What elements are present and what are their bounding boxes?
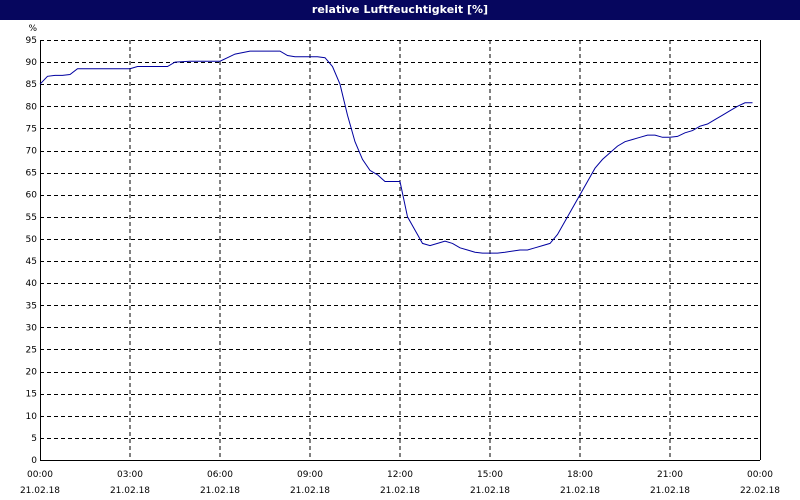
y-tick-label: 40 bbox=[26, 279, 38, 289]
chart-title-bar: relative Luftfeuchtigkeit [%] bbox=[0, 0, 800, 20]
y-tick-label: 25 bbox=[26, 345, 37, 355]
x-tick-date-label: 21.02.18 bbox=[20, 486, 60, 496]
chart-title: relative Luftfeuchtigkeit [%] bbox=[311, 3, 489, 16]
y-tick-label: 45 bbox=[26, 257, 37, 267]
x-tick-time-label: 15:00 bbox=[477, 470, 503, 480]
y-tick-label: 90 bbox=[26, 58, 38, 68]
y-tick-label: 55 bbox=[26, 213, 37, 223]
y-tick-label: 30 bbox=[26, 323, 38, 333]
x-tick-date-label: 21.02.18 bbox=[650, 486, 690, 496]
x-tick-time-label: 00:00 bbox=[747, 470, 773, 480]
x-tick-date-label: 21.02.18 bbox=[560, 486, 600, 496]
y-axis-unit-label: % bbox=[28, 24, 37, 34]
x-tick-date-label: 21.02.18 bbox=[380, 486, 420, 496]
y-tick-label: 80 bbox=[26, 102, 38, 112]
x-tick-time-label: 06:00 bbox=[207, 470, 233, 480]
x-tick-date-label: 21.02.18 bbox=[290, 486, 330, 496]
y-tick-label: 65 bbox=[26, 169, 37, 179]
humidity-series-line bbox=[39, 50, 753, 254]
y-tick-label: 10 bbox=[26, 412, 38, 422]
x-tick-time-label: 12:00 bbox=[387, 470, 413, 480]
y-tick-label: 35 bbox=[26, 301, 37, 311]
y-tick-label: 60 bbox=[26, 191, 38, 201]
x-tick-time-label: 00:00 bbox=[27, 470, 53, 480]
y-tick-label: 5 bbox=[31, 434, 37, 444]
x-tick-time-label: 03:00 bbox=[117, 470, 143, 480]
x-tick-time-label: 09:00 bbox=[297, 470, 323, 480]
y-tick-label: 70 bbox=[26, 147, 38, 157]
x-tick-date-label: 21.02.18 bbox=[110, 486, 150, 496]
y-tick-label: 50 bbox=[26, 235, 38, 245]
y-tick-label: 0 bbox=[31, 456, 37, 466]
y-tick-label: 75 bbox=[26, 124, 37, 134]
x-tick-date-label: 21.02.18 bbox=[470, 486, 510, 496]
x-tick-time-label: 18:00 bbox=[567, 470, 593, 480]
y-tick-label: 15 bbox=[26, 390, 37, 400]
x-tick-time-label: 21:00 bbox=[657, 470, 683, 480]
y-tick-label: 85 bbox=[26, 80, 37, 90]
y-tick-label: 20 bbox=[26, 368, 38, 378]
x-tick-date-label: 21.02.18 bbox=[200, 486, 240, 496]
y-tick-label: 95 bbox=[26, 36, 37, 46]
x-tick-date-label: 22.02.18 bbox=[740, 486, 780, 496]
